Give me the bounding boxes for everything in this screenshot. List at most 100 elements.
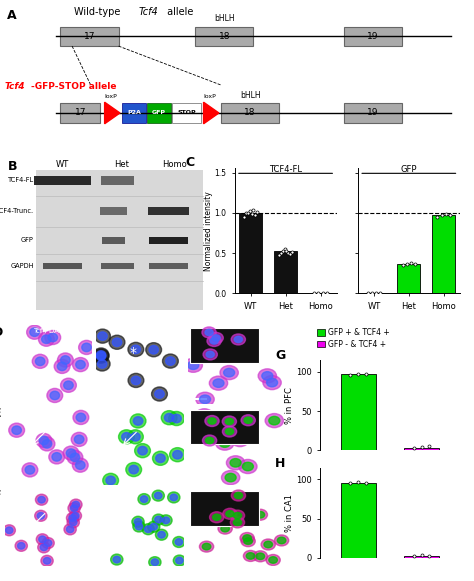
Y-axis label: % in CA1: % in CA1	[285, 494, 294, 532]
Circle shape	[37, 512, 45, 519]
Circle shape	[209, 332, 223, 343]
Bar	[274, 252, 297, 293]
Circle shape	[224, 368, 235, 377]
Circle shape	[35, 510, 47, 521]
Text: TCF4-FL: TCF4-FL	[8, 177, 34, 184]
Circle shape	[208, 418, 216, 424]
Circle shape	[129, 465, 138, 474]
Circle shape	[146, 343, 162, 357]
Circle shape	[63, 446, 79, 460]
Text: allele: allele	[164, 7, 193, 17]
Circle shape	[256, 553, 264, 560]
Bar	[190, 491, 259, 526]
Circle shape	[200, 395, 210, 404]
Text: Het: Het	[114, 160, 129, 168]
Circle shape	[36, 534, 48, 545]
Circle shape	[205, 329, 213, 336]
Circle shape	[41, 555, 53, 566]
Circle shape	[82, 343, 91, 352]
Circle shape	[152, 387, 167, 401]
Circle shape	[67, 517, 79, 528]
Circle shape	[96, 351, 106, 359]
Circle shape	[277, 537, 286, 544]
Circle shape	[36, 494, 48, 505]
Bar	[61, 103, 100, 123]
Text: G: G	[275, 349, 285, 363]
Circle shape	[38, 332, 54, 346]
Circle shape	[133, 521, 145, 532]
Circle shape	[166, 357, 175, 365]
Text: H: H	[275, 457, 285, 470]
Circle shape	[48, 333, 57, 342]
Bar	[101, 176, 134, 185]
Circle shape	[153, 451, 168, 465]
Circle shape	[176, 557, 183, 564]
Circle shape	[9, 423, 25, 437]
Text: Merge: Merge	[250, 328, 272, 333]
Bar	[221, 103, 279, 123]
Circle shape	[98, 332, 107, 340]
Circle shape	[138, 446, 147, 455]
Circle shape	[201, 346, 212, 354]
Bar	[344, 27, 402, 46]
Circle shape	[236, 411, 254, 425]
Circle shape	[140, 496, 148, 503]
Circle shape	[45, 540, 52, 546]
Circle shape	[70, 519, 77, 526]
Circle shape	[210, 338, 218, 344]
Circle shape	[131, 345, 141, 354]
Bar	[102, 237, 125, 243]
Circle shape	[155, 517, 162, 523]
Text: Tcf4 DAPI: Tcf4 DAPI	[33, 328, 64, 333]
Circle shape	[69, 515, 76, 521]
Circle shape	[234, 333, 246, 342]
Polygon shape	[105, 102, 120, 124]
Bar	[190, 328, 259, 363]
Circle shape	[152, 490, 164, 501]
Circle shape	[240, 331, 259, 345]
Circle shape	[158, 532, 165, 538]
Circle shape	[238, 347, 257, 361]
Circle shape	[106, 476, 115, 485]
Bar	[101, 263, 134, 269]
Circle shape	[57, 362, 67, 371]
Circle shape	[225, 474, 236, 482]
Bar	[100, 207, 127, 215]
Bar	[404, 448, 439, 450]
Circle shape	[253, 509, 267, 520]
Circle shape	[52, 453, 62, 461]
Bar	[34, 176, 91, 185]
Circle shape	[243, 535, 251, 541]
Text: C: C	[186, 156, 195, 169]
Circle shape	[230, 458, 241, 467]
Circle shape	[61, 378, 76, 392]
Circle shape	[128, 374, 144, 388]
Circle shape	[155, 492, 162, 499]
Circle shape	[200, 496, 209, 502]
Circle shape	[18, 543, 25, 549]
Text: F: F	[0, 489, 1, 502]
Circle shape	[266, 378, 278, 387]
Text: 19: 19	[367, 109, 379, 117]
Circle shape	[72, 501, 80, 508]
Circle shape	[233, 519, 242, 526]
Circle shape	[42, 335, 51, 343]
Circle shape	[225, 426, 236, 434]
Text: *: *	[38, 346, 45, 360]
Circle shape	[73, 458, 88, 472]
Circle shape	[131, 376, 141, 385]
Circle shape	[64, 381, 73, 389]
Circle shape	[61, 356, 70, 364]
Bar	[344, 103, 402, 123]
Circle shape	[222, 426, 237, 437]
Circle shape	[173, 555, 185, 566]
Circle shape	[227, 456, 245, 470]
Circle shape	[30, 328, 39, 336]
Circle shape	[207, 335, 221, 346]
Circle shape	[66, 449, 76, 457]
Circle shape	[261, 539, 275, 550]
Circle shape	[269, 417, 280, 425]
Text: GFP DAPI: GFP DAPI	[124, 328, 156, 333]
Bar	[36, 170, 203, 310]
Circle shape	[54, 359, 70, 374]
